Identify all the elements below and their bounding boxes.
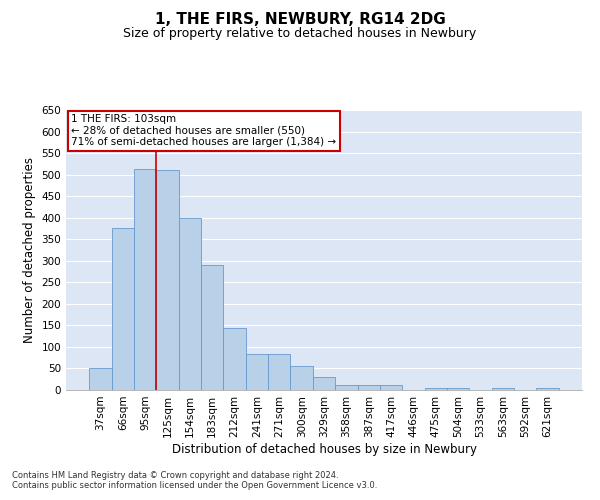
Bar [313, 377, 335, 390]
Text: Contains HM Land Registry data © Crown copyright and database right 2024.: Contains HM Land Registry data © Crown c… [12, 470, 338, 480]
Bar [246, 354, 268, 390]
Bar [112, 228, 134, 390]
Bar [536, 388, 559, 390]
Bar [425, 388, 447, 390]
Bar [491, 388, 514, 390]
Bar [335, 385, 358, 390]
Y-axis label: Number of detached properties: Number of detached properties [23, 157, 36, 343]
Bar [268, 354, 290, 390]
Text: 1, THE FIRS, NEWBURY, RG14 2DG: 1, THE FIRS, NEWBURY, RG14 2DG [155, 12, 445, 28]
Bar [223, 328, 246, 390]
X-axis label: Distribution of detached houses by size in Newbury: Distribution of detached houses by size … [172, 442, 476, 456]
Bar [179, 218, 201, 390]
Text: Contains public sector information licensed under the Open Government Licence v3: Contains public sector information licen… [12, 480, 377, 490]
Bar [380, 385, 402, 390]
Bar [89, 368, 112, 390]
Bar [157, 170, 179, 390]
Bar [447, 388, 469, 390]
Bar [201, 265, 223, 390]
Text: 1 THE FIRS: 103sqm
← 28% of detached houses are smaller (550)
71% of semi-detach: 1 THE FIRS: 103sqm ← 28% of detached hou… [71, 114, 336, 148]
Bar [358, 385, 380, 390]
Bar [290, 366, 313, 390]
Text: Size of property relative to detached houses in Newbury: Size of property relative to detached ho… [124, 28, 476, 40]
Bar [134, 169, 157, 390]
